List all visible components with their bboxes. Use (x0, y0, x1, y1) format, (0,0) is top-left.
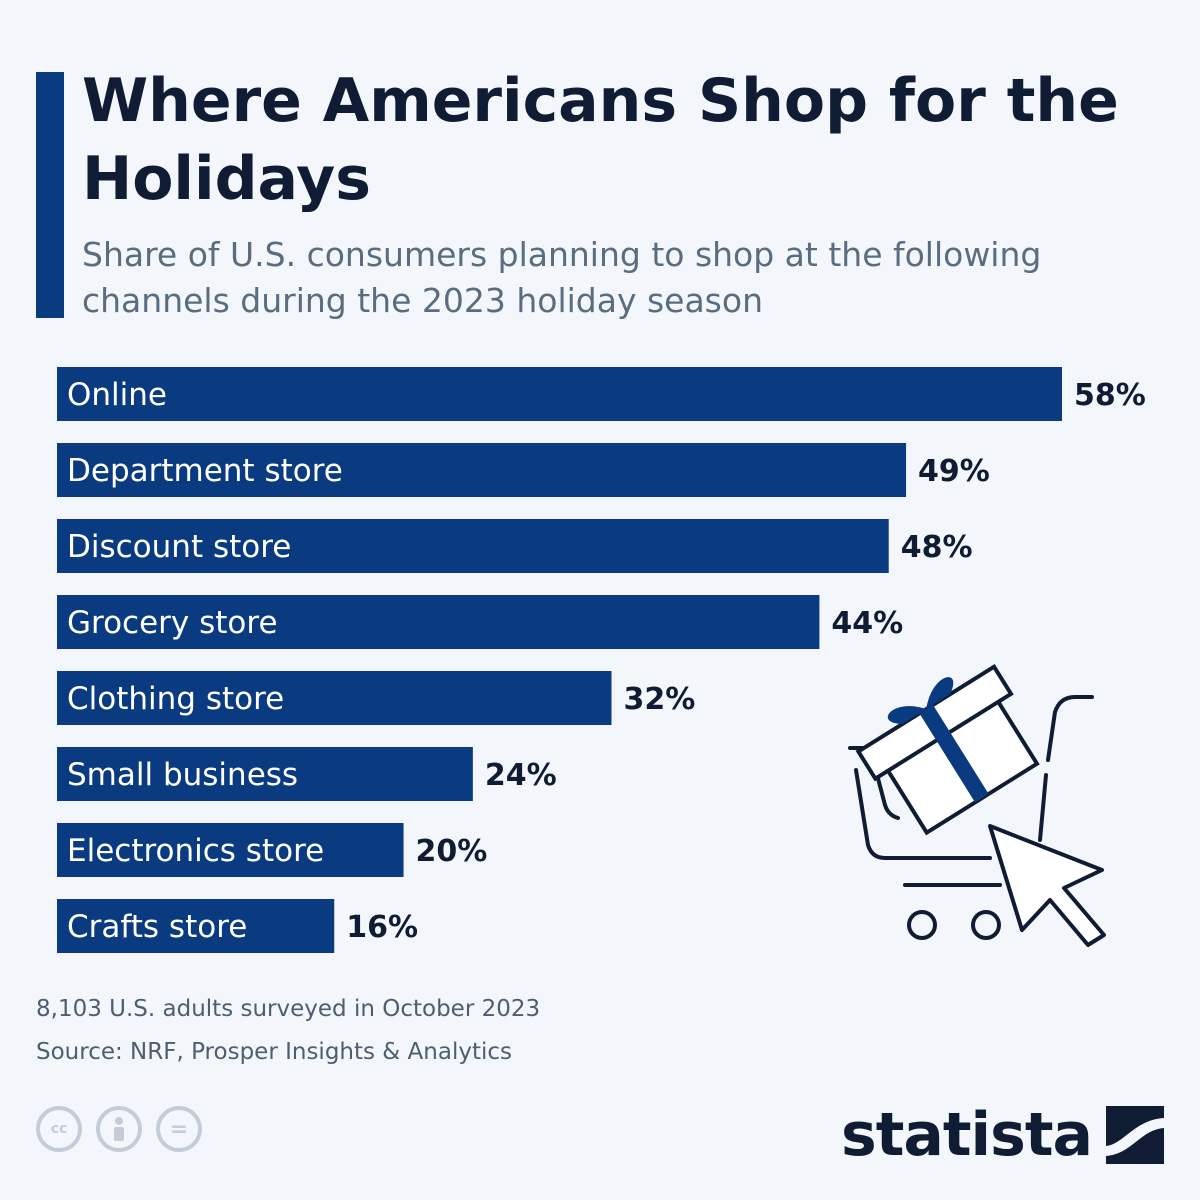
statista-logo[interactable]: statista (841, 1100, 1164, 1170)
bar-small-business (57, 747, 473, 801)
creative-commons-icon[interactable]: cc (36, 1106, 82, 1152)
bar-electronics-store (57, 823, 404, 877)
bar-crafts-store (57, 899, 335, 953)
category-label: Crafts store (67, 909, 247, 945)
value-label: 24% (485, 758, 557, 793)
category-label: Electronics store (67, 833, 324, 869)
title-accent-bar (36, 72, 64, 318)
chart-footnote: 8,103 U.S. adults surveyed in October 20… (36, 988, 540, 1074)
survey-note: 8,103 U.S. adults surveyed in October 20… (36, 996, 541, 1022)
bars-layer: Online 58% Department store 49% Discount sto… (57, 367, 1146, 953)
category-label: Grocery store (67, 605, 278, 641)
value-label: 16% (346, 910, 418, 945)
value-label: 48% (901, 530, 973, 565)
attribution-icon[interactable] (96, 1106, 142, 1152)
chart-subtitle: Share of U.S. consumers planning to shop… (82, 235, 1042, 320)
category-label: Small business (67, 757, 298, 793)
logo-text: statista (840, 1100, 1093, 1170)
value-label: 58% (1074, 378, 1146, 413)
no-derivatives-icon[interactable]: = (156, 1106, 202, 1152)
chart-title: Where Americans Shop for the Holidays (82, 66, 1119, 214)
bar-clothing-store (57, 671, 612, 725)
value-label: 32% (623, 682, 695, 717)
bar-grocery-store (57, 595, 820, 649)
value-label: 44% (831, 606, 903, 641)
value-label: 20% (416, 834, 488, 869)
bar-online (57, 367, 1062, 421)
category-label: Clothing store (67, 681, 284, 717)
bar-department-store (57, 443, 907, 497)
category-label: Department store (67, 453, 343, 489)
source-note: Source: NRF, Prosper Insights & Analytic… (36, 1039, 512, 1065)
bar-chart: Online 58% Department store 49% Discount sto… (57, 367, 1146, 953)
statista-mark-icon (1106, 1106, 1164, 1164)
shopping-cart-gift-cursor-icon (848, 663, 1106, 947)
bar-discount-store (57, 519, 889, 573)
license-icons: cc = (36, 1106, 202, 1152)
category-label: Discount store (67, 529, 291, 565)
value-label: 49% (918, 454, 990, 489)
category-label: Online (67, 377, 167, 413)
